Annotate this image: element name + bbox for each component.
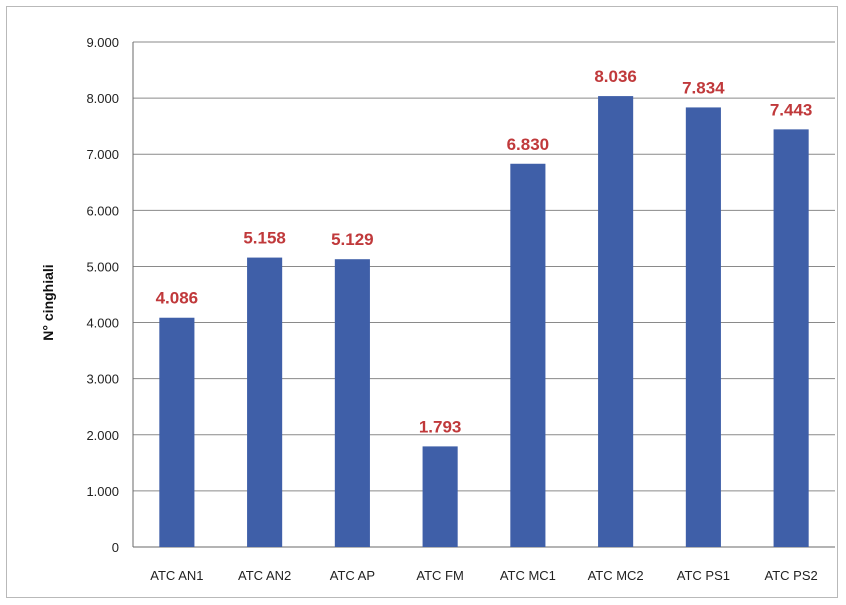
bar-data-label: 5.158	[243, 229, 286, 248]
bar	[334, 259, 370, 547]
x-tick-label: ATC MC2	[588, 568, 644, 583]
bar-data-label: 7.834	[682, 78, 725, 97]
bar	[773, 129, 809, 547]
bar-data-label: 4.086	[156, 289, 199, 308]
y-tick-label: 9.000	[86, 35, 119, 50]
bar	[422, 446, 458, 547]
x-tick-label: ATC AP	[330, 568, 375, 583]
bar-data-label: 8.036	[594, 67, 637, 86]
y-tick-label: 4.000	[86, 316, 119, 331]
y-tick-label: 7.000	[86, 147, 119, 162]
x-tick-label: ATC FM	[416, 568, 463, 583]
y-tick-label: 8.000	[86, 91, 119, 106]
gridlines	[133, 41, 835, 492]
y-tick-label: 5.000	[86, 259, 119, 274]
bar	[247, 257, 283, 547]
bar	[159, 317, 195, 547]
y-tick-label: 2.000	[86, 428, 119, 443]
y-tick-label: 1.000	[86, 484, 119, 499]
y-tick-label: 6.000	[86, 203, 119, 218]
x-tick-label: ATC PS1	[677, 568, 730, 583]
y-tick-labels: 0 1.000 2.000 3.000 4.000 5.000 6.000 7.000 8.00…	[86, 35, 119, 555]
bar-chart: 4.086 5.158 5.129 1.793 6.830 8.036 7.834 7.443…	[40, 35, 835, 583]
y-axis-label: N° cinghiali	[40, 264, 56, 340]
x-tick-label: ATC MC1	[500, 568, 556, 583]
data-labels: 4.086 5.158 5.129 1.793 6.830 8.036 7.834 7.443	[156, 67, 813, 436]
x-tick-labels: ATC AN1 ATC AN2 ATC AP ATC FM ATC MC1 ATC MC2…	[150, 568, 817, 583]
bar	[685, 107, 721, 548]
bar-data-label: 6.830	[507, 135, 550, 154]
bar-data-label: 5.129	[331, 230, 374, 249]
y-tick-label: 0	[112, 540, 119, 555]
bar-data-label: 7.443	[770, 100, 813, 119]
bar	[598, 96, 634, 547]
axes	[132, 42, 835, 548]
x-tick-label: ATC AN2	[238, 568, 291, 583]
y-tick-label: 3.000	[86, 372, 119, 387]
bar-data-label: 1.793	[419, 417, 462, 436]
bars	[159, 96, 809, 548]
bar	[510, 163, 546, 547]
x-tick-label: ATC AN1	[150, 568, 203, 583]
chart-frame: 4.086 5.158 5.129 1.793 6.830 8.036 7.834 7.443…	[6, 6, 838, 598]
x-tick-label: ATC PS2	[765, 568, 818, 583]
